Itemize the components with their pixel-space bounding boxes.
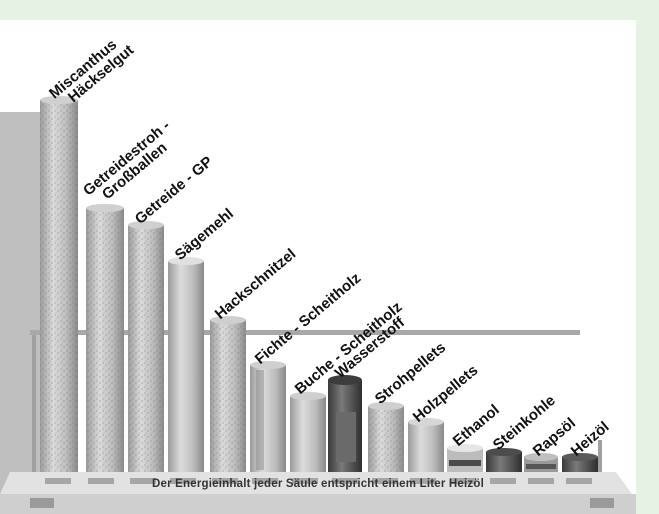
energy-columns-photo: Miscanthus Häckselgut Getreidestroh - Groß… [0, 20, 636, 514]
column-strohpellets [368, 402, 404, 472]
column-getreide-gp [128, 221, 164, 472]
column-fichte [250, 361, 286, 472]
base-badge-right [590, 498, 614, 508]
column-getreidestroh [86, 204, 124, 472]
base-caption: Der Energieinhalt jeder Säule entspricht… [152, 478, 484, 490]
base-badge-left [30, 498, 54, 508]
column-saegemehl [168, 257, 204, 472]
column-hackschnitzel [210, 316, 246, 472]
rail-post-right [598, 440, 602, 480]
column-wasserstoff [328, 375, 362, 472]
column-buche [290, 392, 326, 472]
column-rapsoel [524, 453, 558, 472]
columns-drawing [0, 96, 636, 514]
back-rail [30, 330, 580, 335]
column-steinkohle [486, 448, 522, 472]
column-miscanthus [40, 96, 78, 472]
column-heizoel [562, 453, 598, 472]
rail-post-left [32, 335, 36, 475]
column-ethanol [447, 444, 483, 472]
column-holzpellets [408, 418, 444, 472]
base-plate-front [0, 494, 636, 514]
